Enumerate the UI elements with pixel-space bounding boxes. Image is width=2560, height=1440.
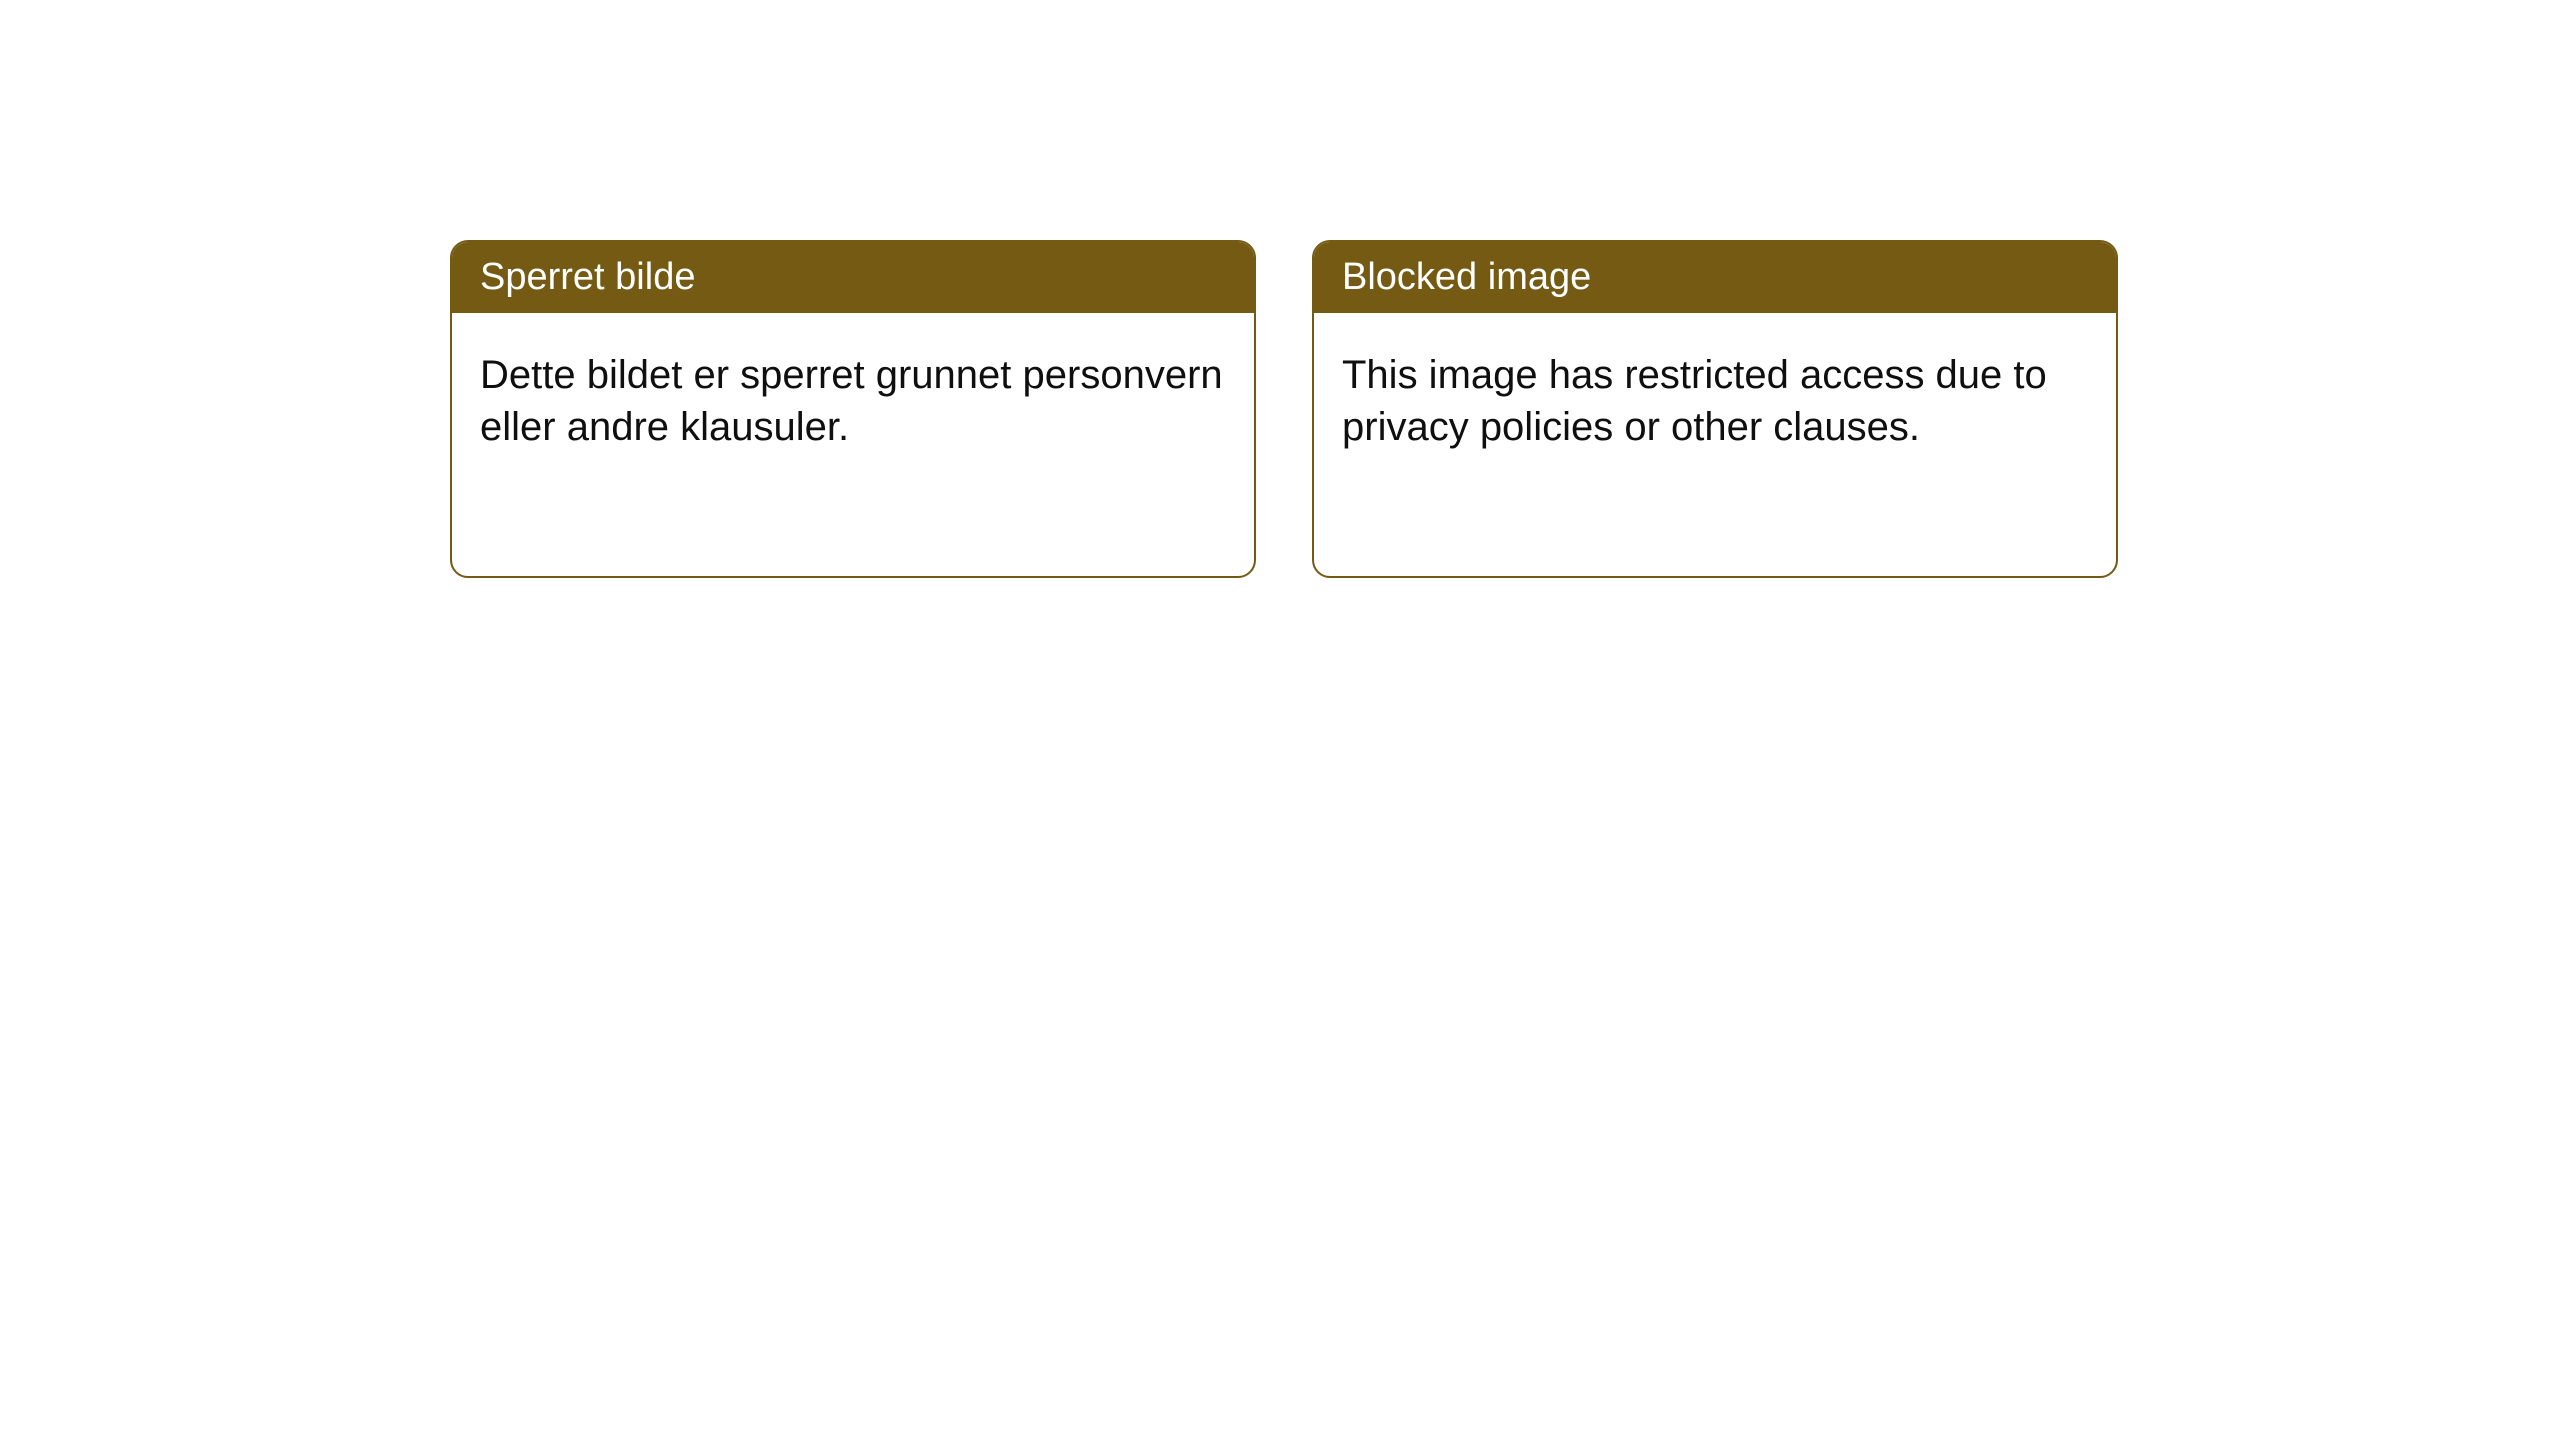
card-body: This image has restricted access due to … [1314, 313, 2116, 489]
card-title: Sperret bilde [480, 256, 695, 298]
card-body-text: This image has restricted access due to … [1342, 353, 2047, 449]
card-norwegian: Sperret bilde Dette bildet er sperret gr… [450, 240, 1256, 578]
card-title: Blocked image [1342, 256, 1591, 298]
card-body: Dette bildet er sperret grunnet personve… [452, 313, 1254, 489]
cards-container: Sperret bilde Dette bildet er sperret gr… [450, 240, 2560, 578]
card-body-text: Dette bildet er sperret grunnet personve… [480, 353, 1223, 449]
card-header: Sperret bilde [452, 242, 1254, 313]
card-header: Blocked image [1314, 242, 2116, 313]
card-english: Blocked image This image has restricted … [1312, 240, 2118, 578]
